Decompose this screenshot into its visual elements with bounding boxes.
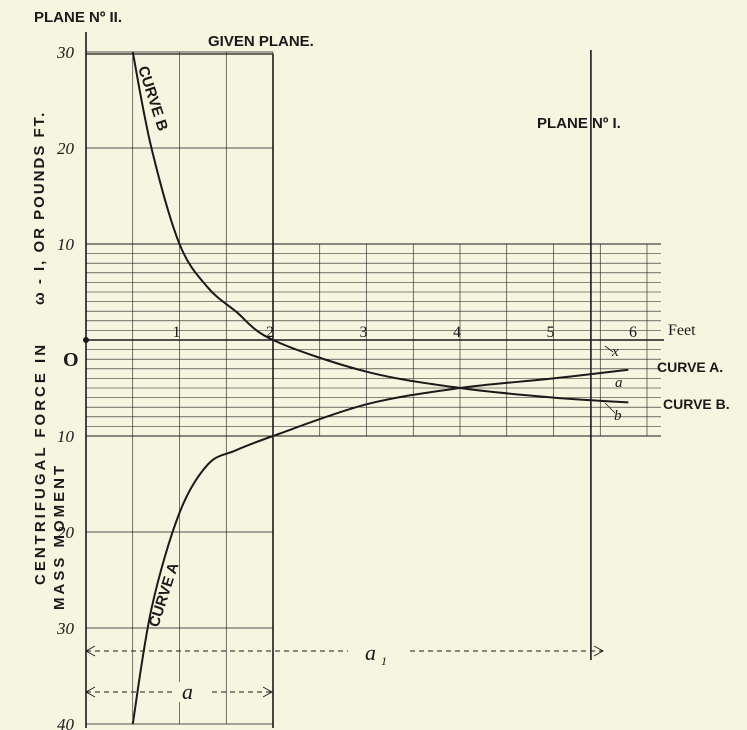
mark-x: x [611, 344, 619, 360]
plane-2-label: PLANE Nº II. [34, 9, 122, 26]
curve-b-line [131, 51, 629, 404]
y-tick-label: 10 [57, 235, 75, 254]
grid [86, 51, 661, 725]
ticks: 10 20 30 10 20 30 40 1 2 3 4 5 6 [56, 43, 637, 730]
dimension-a1 [85, 640, 604, 660]
x-tick-label: 4 [453, 324, 461, 341]
y-axis-title-2: MASS MOMENT [51, 463, 68, 610]
curve-b-right-label: CURVE B. [663, 396, 730, 412]
dimension-a [85, 682, 273, 702]
dimension-a1-subscript: 1 [381, 654, 387, 668]
mark-b-leader [604, 402, 616, 414]
y-axis-title-3: ω - I, OR POUNDS FT. [31, 111, 48, 305]
curve-a-on-label: CURVE A [146, 560, 183, 629]
mark-a: a [615, 375, 623, 391]
given-plane-label: GIVEN PLANE. [208, 33, 314, 50]
plane-1-label: PLANE Nº I. [537, 115, 621, 132]
y-tick-label: 30 [56, 619, 75, 638]
mark-b: b [614, 408, 622, 424]
dimension-a1-label: a [365, 640, 376, 665]
curves [131, 51, 629, 725]
curve-a-line [131, 368, 629, 725]
x-tick-label: 1 [173, 324, 181, 341]
x-tick-label: 5 [547, 324, 555, 341]
curve-a-right-label: CURVE A. [657, 359, 723, 375]
y-tick-label: 20 [57, 523, 75, 542]
y-tick-label: 40 [57, 715, 75, 730]
origin-point [83, 337, 89, 343]
y-tick-label: 20 [57, 139, 75, 158]
y-axis-title-1: CENTRIFUGAL FORCE IN [32, 342, 49, 585]
x-tick-label: 2 [266, 324, 274, 341]
dimension-a-label: a [182, 679, 193, 704]
x-tick-label: 3 [360, 324, 368, 341]
curve-b-on-label: CURVE B [134, 64, 171, 133]
plane-lines [85, 32, 664, 728]
feet-unit: Feet [668, 322, 696, 339]
x-tick-label: 6 [629, 324, 637, 341]
origin-label: O [63, 349, 79, 371]
y-tick-label: 30 [56, 43, 75, 62]
y-tick-label: 10 [57, 427, 75, 446]
mark-x-leader [604, 345, 614, 353]
